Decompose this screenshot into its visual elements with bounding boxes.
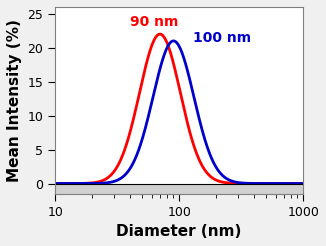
Text: 100 nm: 100 nm [193,31,251,45]
X-axis label: Diameter (nm): Diameter (nm) [116,224,242,239]
Y-axis label: Mean Intensity (%): Mean Intensity (%) [7,19,22,182]
Bar [55,184,303,194]
Text: 90 nm: 90 nm [130,15,178,29]
